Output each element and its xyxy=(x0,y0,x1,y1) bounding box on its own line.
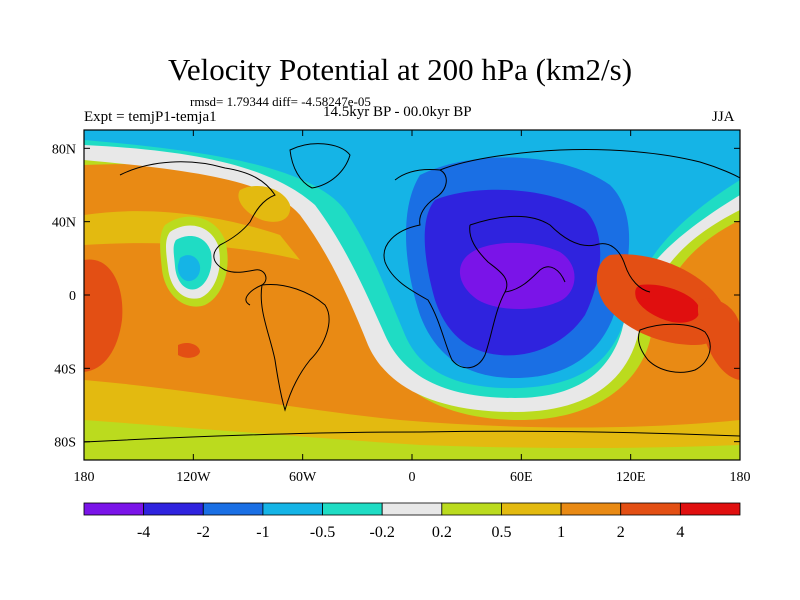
colorbar-swatch xyxy=(679,502,741,516)
lon-tick-labels: 180 120W 60W 0 60E 120E 180 xyxy=(74,470,751,485)
stats-text: rmsd= 1.79344 diff= -4.58247e-05 xyxy=(190,94,371,109)
field-red-spot xyxy=(178,342,200,358)
experiment-label: Expt = temjP1-temja1 xyxy=(84,109,217,125)
field-south-green xyxy=(84,420,740,460)
colorbar-label: -1 xyxy=(256,524,269,541)
lat-ticks xyxy=(84,147,740,443)
lon-tick-label: 120W xyxy=(176,470,211,485)
lat-tick-label: 80N xyxy=(52,142,76,157)
field-red-core xyxy=(635,284,700,323)
field-red-east xyxy=(697,298,740,380)
lon-tick-label: 0 xyxy=(409,470,416,485)
lat-tick-label: 40N xyxy=(52,216,76,231)
lat-tick-label: 40S xyxy=(54,362,76,377)
field-atlantic-yellow xyxy=(238,185,291,222)
colorbar-label: 4 xyxy=(676,524,684,541)
lon-tick-label: 60W xyxy=(289,470,317,485)
colorbar-swatch xyxy=(441,502,502,516)
lat-tick-labels: 80N 40N 0 40S 80S xyxy=(52,142,76,450)
lon-tick-label: 60E xyxy=(510,470,533,485)
map-title: Velocity Potential at 200 hPa (km2/s) xyxy=(167,52,633,87)
colorbar-swatch xyxy=(560,502,622,516)
colorbar-label: 0.2 xyxy=(432,524,452,541)
season-label: JJA xyxy=(712,109,735,125)
coastlines xyxy=(84,143,740,443)
colorbar-swatch xyxy=(202,502,264,516)
colorbar-swatch xyxy=(620,502,681,516)
colorbar-swatch xyxy=(381,502,443,516)
field-pac-blob-blue xyxy=(177,255,201,282)
colorbar-labels: -4 -2 -1 -0.5 -0.2 0.2 0.5 1 2 4 xyxy=(137,524,684,541)
field-red-west xyxy=(84,259,123,372)
lat-tick-label: 0 xyxy=(69,289,76,304)
lon-tick-label: 120E xyxy=(616,470,646,485)
colorbar-swatch xyxy=(501,502,562,516)
lat-tick-label: 80S xyxy=(54,436,76,451)
lon-tick-label: 180 xyxy=(730,470,751,485)
colorbar xyxy=(83,502,741,516)
colorbar-swatch xyxy=(322,502,383,516)
colorbar-swatch xyxy=(143,502,204,516)
colorbar-label: 1 xyxy=(557,524,565,541)
colorbar-swatch xyxy=(262,502,323,516)
lon-ticks xyxy=(83,130,741,460)
colorbar-swatch xyxy=(83,502,145,516)
lon-tick-label: 180 xyxy=(74,470,95,485)
period-label: 14.5kyr BP - 00.0kyr BP xyxy=(323,104,472,120)
colorbar-label: 2 xyxy=(617,524,625,541)
colorbar-label: -0.5 xyxy=(310,524,335,541)
colorbar-label: 0.5 xyxy=(491,524,511,541)
contour-field xyxy=(84,130,740,460)
colorbar-label: -4 xyxy=(137,524,150,541)
colorbar-label: -0.2 xyxy=(370,524,395,541)
colorbar-label: -2 xyxy=(197,524,210,541)
field-neg-core xyxy=(459,242,575,309)
